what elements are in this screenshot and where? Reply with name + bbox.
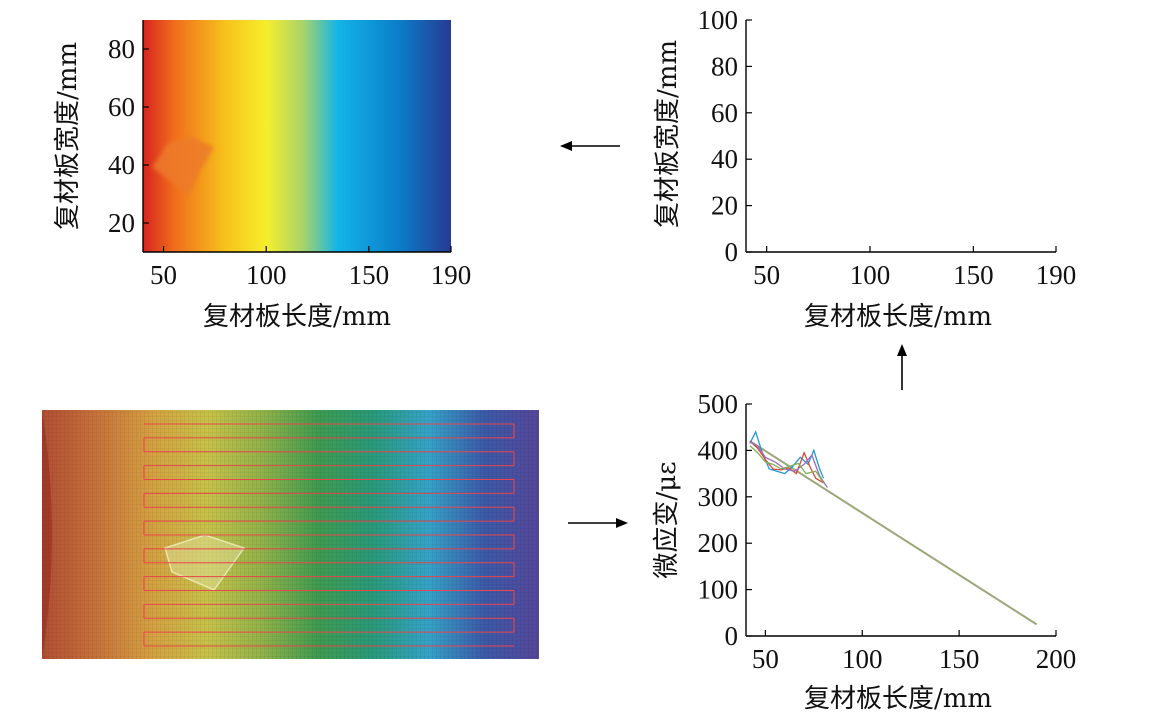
lines-x-tick-label: 100 [850,260,891,290]
strain-x-ticks: 50 100 150 200 [752,630,1076,674]
heatmap-x-ticks: 50 100 150 190 [150,246,471,290]
strain-y-label: 微应变/με [652,461,682,578]
strain-y-tick-label: 500 [698,389,739,419]
lines-x-label: 复材板长度/mm [804,302,992,332]
sensor-photo-left-arc [42,410,52,659]
heatmap-panel: 50 100 150 190 20 40 60 80 复材板长度/mm 复材板宽度/mm [53,20,471,332]
lines-series-group [748,28,1056,249]
lines-x-tick-label: 50 [753,260,780,290]
strain-x-tick-label: 200 [1036,644,1077,674]
sensor-photo-grating-lines [143,423,515,647]
heatmap-y-label: 复材板宽度/mm [53,42,83,230]
strain-y-tick-label: 400 [698,435,739,465]
lines-y-tick-label: 40 [711,144,738,174]
strain-series-3 [749,445,825,484]
strain-y-tick-label: 0 [725,621,739,651]
lines-y-label: 复材板宽度/mm [653,40,683,228]
lines-y-ticks: 0 20 40 60 80 100 [698,5,752,267]
strain-series-group [749,430,1038,626]
strain-y-tick-label: 100 [698,575,739,605]
arrow-left [560,141,620,151]
heatmap-y-tick-label: 60 [108,92,135,122]
lines-panel: 50 100 150 190 0 20 40 60 80 100 复材板长度/mm 复材板宽度/… [653,5,1076,332]
lines-y-tick-label: 0 [725,237,739,267]
strain-series-2 [749,441,828,488]
lines-x-tick-label: 150 [953,260,994,290]
heatmap-x-tick-label: 190 [431,260,472,290]
strain-x-label: 复材板长度/mm [804,684,992,714]
strain-y-tick-label: 200 [698,528,739,558]
strain-panel: 50 100 150 200 0 100 200 300 400 500 复材板长度/mm 微应… [652,389,1076,714]
heatmap-plot-area [143,20,451,252]
strain-y-ticks: 0 100 200 300 400 500 [698,389,752,651]
lines-x-ticks: 50 100 150 190 [753,246,1076,290]
arrow-up [897,344,907,390]
heatmap-defect-region [152,137,215,195]
strain-x-tick-label: 150 [939,644,980,674]
heatmap-y-tick-label: 20 [108,208,135,238]
heatmap-x-tick-label: 150 [349,260,390,290]
lines-y-tick-label: 20 [711,191,738,221]
lines-x-tick-label: 190 [1036,260,1077,290]
strain-x-tick-label: 50 [752,644,779,674]
heatmap-y-tick-label: 80 [108,34,135,64]
heatmap-x-tick-label: 100 [246,260,287,290]
sensor-photo-panel [42,410,539,659]
heatmap-y-tick-label: 40 [108,150,135,180]
heatmap-x-label: 复材板长度/mm [203,302,391,332]
strain-y-tick-label: 300 [698,482,739,512]
strain-x-tick-label: 100 [842,644,883,674]
heatmap-defect-shape [152,137,215,195]
arrow-right [568,518,628,528]
heatmap-y-ticks: 20 40 60 80 [108,34,149,238]
lines-y-tick-label: 100 [698,5,739,35]
strain-trend-line [749,440,1038,626]
heatmap-x-tick-label: 50 [150,260,177,290]
strain-series-1 [749,440,824,484]
lines-y-tick-label: 60 [711,98,738,128]
lines-y-tick-label: 80 [711,51,738,81]
